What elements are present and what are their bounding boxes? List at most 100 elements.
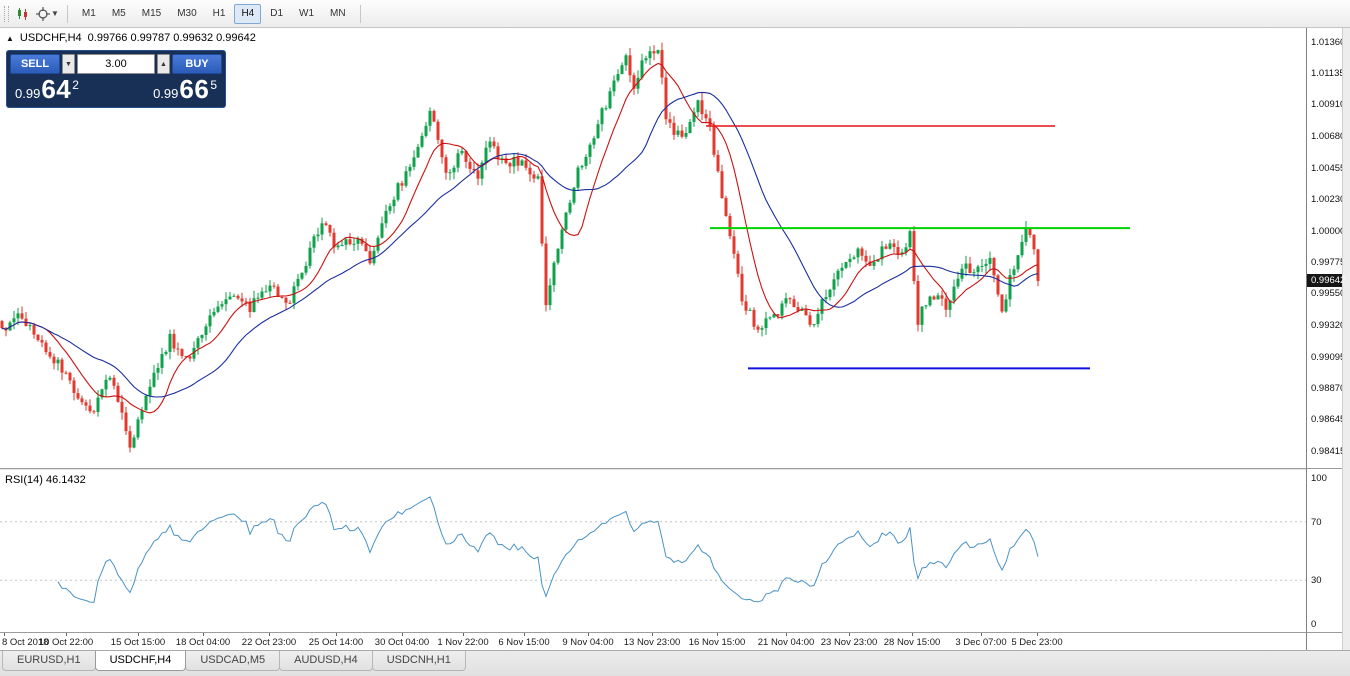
candle	[176, 348, 180, 350]
timeframe-h1-button[interactable]: H1	[212, 7, 226, 19]
candle	[220, 304, 224, 307]
candle	[788, 298, 792, 300]
chart-tab-usdcnh-h1[interactable]: USDCNH,H1	[371, 651, 466, 671]
candle	[104, 379, 108, 390]
candle	[304, 265, 308, 273]
chart-tab-eurusd-h1[interactable]: EURUSD,H1	[2, 651, 96, 671]
candle	[984, 263, 988, 266]
candle	[608, 91, 612, 109]
candle	[356, 238, 360, 244]
time-axis-tick	[717, 633, 718, 636]
timeframe-m15-button[interactable]: M15	[141, 7, 162, 19]
candlestick-chart-icon[interactable]	[13, 4, 33, 24]
chart-tab-audusd-h4[interactable]: AUDUSD,H4	[279, 651, 373, 671]
time-axis-tick	[912, 633, 913, 636]
candle	[204, 326, 208, 335]
candle	[160, 354, 164, 368]
chart-tab-usdchf-h4[interactable]: USDCHF,H4	[94, 651, 187, 671]
timeframe-m1-button[interactable]: M1	[81, 7, 96, 19]
candle	[512, 157, 516, 167]
candle	[268, 285, 272, 292]
candle	[508, 163, 512, 167]
candle	[564, 212, 568, 230]
timeframe-m30-button[interactable]: M30	[177, 7, 197, 19]
candle	[944, 298, 948, 310]
pane-splitter[interactable]	[0, 468, 1306, 470]
candle	[580, 165, 584, 168]
volume-decrease-button[interactable]: ▼	[62, 54, 75, 74]
candle	[112, 377, 116, 386]
timeframe-h4-button[interactable]: H4	[234, 3, 262, 24]
crosshair-tool-icon[interactable]	[33, 4, 53, 24]
candle	[596, 124, 600, 139]
candle	[1020, 241, 1024, 256]
main-chart-canvas[interactable]	[0, 28, 1306, 468]
candle	[232, 295, 236, 297]
candle	[1004, 299, 1008, 312]
candle	[980, 266, 984, 267]
one-click-trading-panel: SELL ▼ ▲ BUY 0.99642 0.99665	[6, 50, 226, 108]
candle	[744, 301, 748, 311]
candle	[136, 419, 140, 438]
candle	[88, 405, 92, 412]
price-axis[interactable]: 1.01360 1.01135 1.00910 1.00680 1.00455 1.002…	[1306, 28, 1346, 650]
volume-input[interactable]	[77, 54, 155, 74]
candle	[864, 255, 868, 262]
candle	[732, 236, 736, 254]
time-axis-tick	[524, 633, 525, 636]
candle	[816, 313, 820, 325]
candle	[44, 342, 48, 353]
candle	[540, 176, 544, 244]
candle	[832, 279, 836, 290]
candle	[240, 298, 244, 302]
candle	[940, 295, 944, 299]
timeframe-mn-button[interactable]: MN	[330, 7, 346, 19]
candle	[868, 261, 872, 266]
candle	[392, 199, 396, 207]
current-price-badge: 0.99642	[1307, 273, 1345, 287]
price-axis-label: 0.98415	[1311, 446, 1346, 457]
candle	[380, 223, 384, 238]
sell-price-display: 0.99642	[15, 74, 79, 104]
candle	[468, 161, 472, 169]
candle	[920, 306, 924, 325]
candle	[852, 257, 856, 259]
timeframe-w1-button[interactable]: W1	[299, 7, 315, 19]
candle	[340, 244, 344, 246]
candle	[436, 121, 440, 140]
buy-button[interactable]: BUY	[172, 54, 222, 74]
candle	[724, 197, 728, 216]
timeframe-m5-button[interactable]: M5	[111, 7, 126, 19]
candle	[36, 334, 40, 341]
dropdown-caret-icon[interactable]: ▼	[51, 9, 59, 18]
candle	[1000, 294, 1004, 312]
rsi-axis-label: 70	[1311, 516, 1322, 528]
candle	[700, 100, 704, 115]
candle	[520, 160, 524, 166]
time-axis-label: 21 Nov 04:00	[757, 637, 815, 648]
time-axis-tick	[4, 633, 5, 636]
time-axis[interactable]: 8 Oct 2018 10 Oct 22:00 15 Oct 15:00 18 Oct…	[0, 632, 1306, 650]
candle	[120, 401, 124, 413]
price-axis-label: 0.99550	[1311, 288, 1346, 300]
candle	[432, 110, 436, 122]
candle	[856, 248, 860, 258]
rsi-canvas[interactable]	[0, 470, 1306, 632]
candle	[368, 251, 372, 264]
candle	[500, 158, 504, 160]
candle	[376, 237, 380, 251]
time-axis-label: 25 Oct 14:00	[308, 637, 364, 648]
candle	[332, 232, 336, 248]
volume-increase-button[interactable]: ▲	[157, 54, 170, 74]
timeframe-d1-button[interactable]: D1	[270, 7, 284, 19]
sell-button[interactable]: SELL	[10, 54, 60, 74]
candle	[844, 262, 848, 268]
candle	[464, 151, 468, 162]
candle	[172, 333, 176, 349]
candle	[988, 258, 992, 264]
chart-tab-usdcad-m5[interactable]: USDCAD,M5	[185, 651, 281, 671]
chart-ohlc-header: ▲ USDCHF,H4 0.99766 0.99787 0.99632 0.99…	[6, 32, 256, 44]
candle	[92, 411, 96, 413]
candle	[880, 246, 884, 260]
chart-area[interactable]: ▲ USDCHF,H4 0.99766 0.99787 0.99632 0.99…	[0, 28, 1306, 650]
